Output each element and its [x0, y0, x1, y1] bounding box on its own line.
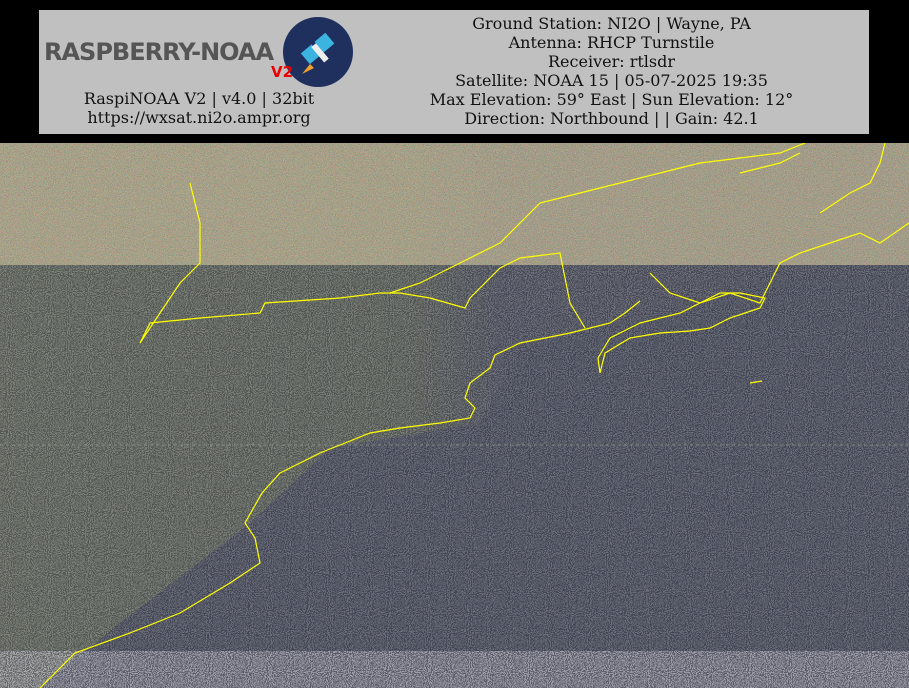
info-line: Ground Station: NI2O | Wayne, PA: [472, 14, 751, 33]
info-line: RaspiNOAA V2 | v4.0 | 32bit: [83, 89, 315, 108]
station-info: RaspiNOAA V2 | v4.0 | 32bit https://wxsat…: [39, 89, 359, 127]
logo-text: RASPBERRY-NOAA: [44, 38, 274, 66]
logo-version: V2: [271, 63, 294, 81]
info-line: Max Elevation: 59° East | Sun Elevation:…: [429, 90, 794, 109]
satellite-image: [0, 143, 909, 688]
info-line: https://wxsat.ni2o.ampr.org: [87, 108, 311, 127]
header: RASPBERRY-NOAA V2 RaspiNOAA V2 | v4.0 | …: [39, 10, 869, 134]
info-line: Antenna: RHCP Turnstile: [508, 33, 715, 52]
logo-icon: [283, 17, 353, 87]
info-line: Direction: Northbound | | Gain: 42.1: [464, 109, 759, 128]
pass-info: Ground Station: NI2O | Wayne, PA Antenna:…: [399, 14, 824, 128]
info-line: Satellite: NOAA 15 | 05-07-2025 19:35: [455, 71, 768, 90]
info-line: Receiver: rtlsdr: [548, 52, 675, 71]
